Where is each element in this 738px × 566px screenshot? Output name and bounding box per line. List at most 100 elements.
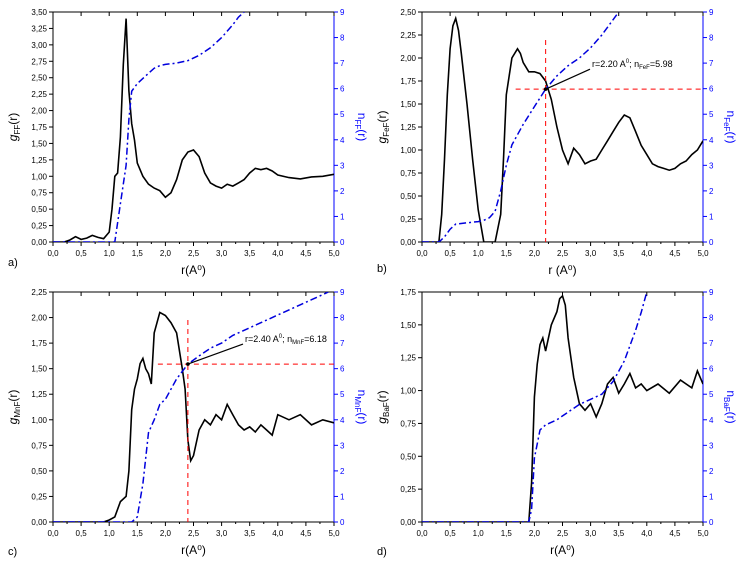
y2-tick-label: 1 xyxy=(709,212,714,221)
y-tick-label: 1,75 xyxy=(400,77,416,86)
rdf-line xyxy=(53,18,334,242)
annotation-pointer xyxy=(187,343,244,365)
y-tick-label: 1,00 xyxy=(31,416,47,425)
y2-tick-label: 0 xyxy=(340,238,345,247)
x-tick-label: 4,5 xyxy=(669,249,681,258)
y-axis-label: gFeF(r) xyxy=(375,111,391,144)
x-tick-label: 5,0 xyxy=(697,249,709,258)
x-axis-label: r(A⁰) xyxy=(181,543,206,557)
y2-tick-label: 4 xyxy=(709,416,714,425)
y-label-tail: (r) xyxy=(375,111,389,123)
y-tick-label: 0,50 xyxy=(31,467,47,476)
panel-a: 0,0 0,5 1,0 1,5 2,0 2,5 3,0 3,5 4,0 4,5 5,0 0,00 0,2… xyxy=(6,8,369,277)
y2-tick-label: 7 xyxy=(340,59,345,68)
x-tick-label: 2,0 xyxy=(529,249,541,258)
y-tick-label: 0,75 xyxy=(400,169,416,178)
y2-label-sub: FeF xyxy=(722,117,731,131)
y-tick-label: 0,50 xyxy=(400,192,416,201)
y-tick-label: 1,50 xyxy=(31,365,47,374)
x-tick-label: 2,5 xyxy=(188,249,200,258)
y-tick-label: 1,25 xyxy=(400,354,416,363)
x-tick-label: 1,5 xyxy=(132,249,144,258)
x-tick-label: 3,0 xyxy=(585,529,597,538)
y-label-main: g xyxy=(375,136,389,143)
annotation-sup: 0 xyxy=(279,334,283,340)
panel-c: 0,0 0,5 1,0 1,5 2,0 2,5 3,0 3,5 4,0 4,5 5,0 0,00 0,2… xyxy=(6,288,369,558)
y2-axis-label: nBaF(r) xyxy=(722,390,738,423)
y2-tick-label: 8 xyxy=(340,34,345,43)
y2-tick-label: 8 xyxy=(709,314,714,323)
x-tick-label: 4,5 xyxy=(300,529,312,538)
y-tick-label: 1,50 xyxy=(31,139,47,148)
x-tick-label: 2,0 xyxy=(529,529,541,538)
x-tick-label: 1,5 xyxy=(132,529,144,538)
y-tick-label: 1,00 xyxy=(400,387,416,396)
y2-tick-label: 2 xyxy=(709,187,714,196)
y2-tick-label: 4 xyxy=(340,136,345,145)
y-tick-label: 0,00 xyxy=(31,238,47,247)
rdf-line xyxy=(422,294,703,522)
x-tick-label: 4,0 xyxy=(641,529,653,538)
y-label-tail: (r) xyxy=(6,113,20,125)
y2-tick-label: 1 xyxy=(709,492,714,501)
y2-label-sub: FF xyxy=(353,119,362,129)
x-tick-label: 3,0 xyxy=(585,249,597,258)
x-tick-label: 4,5 xyxy=(669,529,681,538)
x-axis-label: r (A⁰) xyxy=(548,263,576,277)
rdf-line xyxy=(422,15,703,242)
annotation-main: r=2.40 A xyxy=(245,334,279,344)
y2-tick-label: 9 xyxy=(340,288,345,297)
x-axis-label: r(A⁰) xyxy=(181,263,206,277)
y2-tick-label: 3 xyxy=(709,161,714,170)
coordination-number-line xyxy=(53,12,245,242)
x-tick-label: 2,5 xyxy=(557,249,569,258)
y-label-main: g xyxy=(6,417,20,424)
y-axis-label: gBaF(r) xyxy=(375,390,391,423)
x-tick-label: 0,0 xyxy=(47,249,59,258)
annotation-pointer xyxy=(545,68,591,90)
y2-axis-label: nFeF(r) xyxy=(722,111,738,144)
y-label-main: g xyxy=(375,417,389,424)
annotation-main: r=2.20 A xyxy=(592,59,626,69)
annotation-text: r=2.40 A0; nMnF=6.18 xyxy=(245,334,327,346)
y2-label-tail: (r) xyxy=(724,131,738,143)
y-tick-label: 2,00 xyxy=(31,314,47,323)
x-tick-label: 1,0 xyxy=(473,249,485,258)
y-label-main: g xyxy=(6,134,20,141)
y2-tick-label: 7 xyxy=(709,339,714,348)
y2-tick-label: 2 xyxy=(340,467,345,476)
y-tick-label: 2,00 xyxy=(400,54,416,63)
x-tick-label: 3,0 xyxy=(216,249,228,258)
y2-tick-label: 5 xyxy=(709,110,714,119)
y2-tick-label: 8 xyxy=(709,34,714,43)
x-tick-label: 0,5 xyxy=(445,529,457,538)
y-tick-label: 0,75 xyxy=(31,441,47,450)
y-tick-label: 2,50 xyxy=(400,8,416,17)
y-axis-label: gMnF(r) xyxy=(6,390,22,425)
y-tick-label: 0,25 xyxy=(400,215,416,224)
y-tick-label: 0,25 xyxy=(400,485,416,494)
y-label-sub: BaF xyxy=(382,402,391,417)
y-tick-label: 0,00 xyxy=(31,518,47,527)
annotation-sup: 0 xyxy=(626,59,630,65)
panel-label: c) xyxy=(8,546,17,558)
y2-tick-label: 3 xyxy=(340,161,345,170)
y-tick-label: 2,25 xyxy=(400,31,416,40)
y2-label-main: n xyxy=(355,113,369,120)
y-tick-label: 2,00 xyxy=(31,107,47,116)
y-tick-label: 1,75 xyxy=(400,288,416,297)
x-tick-label: 1,5 xyxy=(501,529,513,538)
y-tick-label: 0,00 xyxy=(400,238,416,247)
y-tick-label: 2,25 xyxy=(31,90,47,99)
y-tick-label: 2,50 xyxy=(31,74,47,83)
y2-tick-label: 8 xyxy=(340,314,345,323)
x-tick-label: 2,0 xyxy=(160,249,172,258)
y-tick-label: 1,25 xyxy=(31,390,47,399)
y2-tick-label: 2 xyxy=(709,467,714,476)
panel-d: 0,0 0,5 1,0 1,5 2,0 2,5 3,0 3,5 4,0 4,5 5,0 0,00 0,2… xyxy=(375,288,738,558)
y2-label-main: n xyxy=(724,111,738,118)
y2-tick-label: 4 xyxy=(340,416,345,425)
y2-tick-label: 6 xyxy=(709,85,714,94)
annotation-mid: ; n xyxy=(629,59,639,69)
